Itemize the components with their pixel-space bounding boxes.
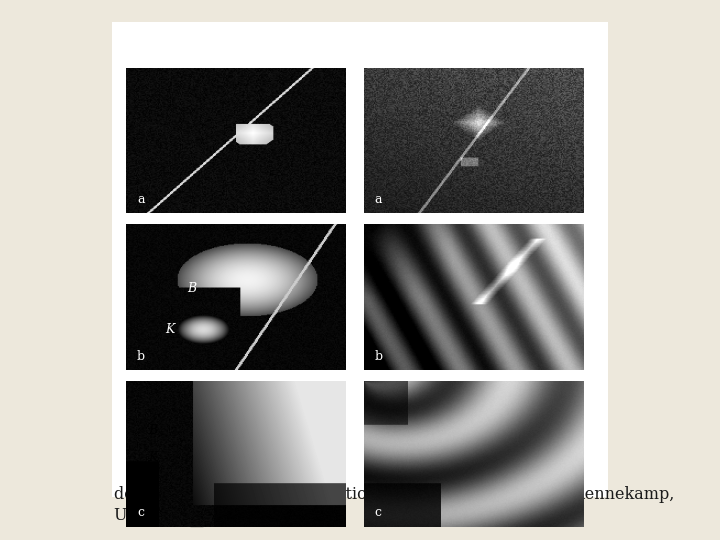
Text: double differential cross-section for carbon   (Reimer & Rennekamp,: double differential cross-section for ca… xyxy=(114,487,674,503)
Text: b: b xyxy=(137,349,145,363)
Text: K: K xyxy=(148,451,158,464)
Text: c: c xyxy=(137,506,144,519)
Text: a: a xyxy=(137,193,145,206)
Text: B: B xyxy=(187,282,197,295)
Text: B: B xyxy=(148,424,157,437)
Bar xyxy=(112,22,608,497)
Text: Ultramicr. 28, (1989) 256): Ultramicr. 28, (1989) 256) xyxy=(114,507,328,524)
Text: b: b xyxy=(374,349,383,363)
Text: c: c xyxy=(374,506,382,519)
Text: K: K xyxy=(166,323,175,336)
Text: a: a xyxy=(374,193,382,206)
